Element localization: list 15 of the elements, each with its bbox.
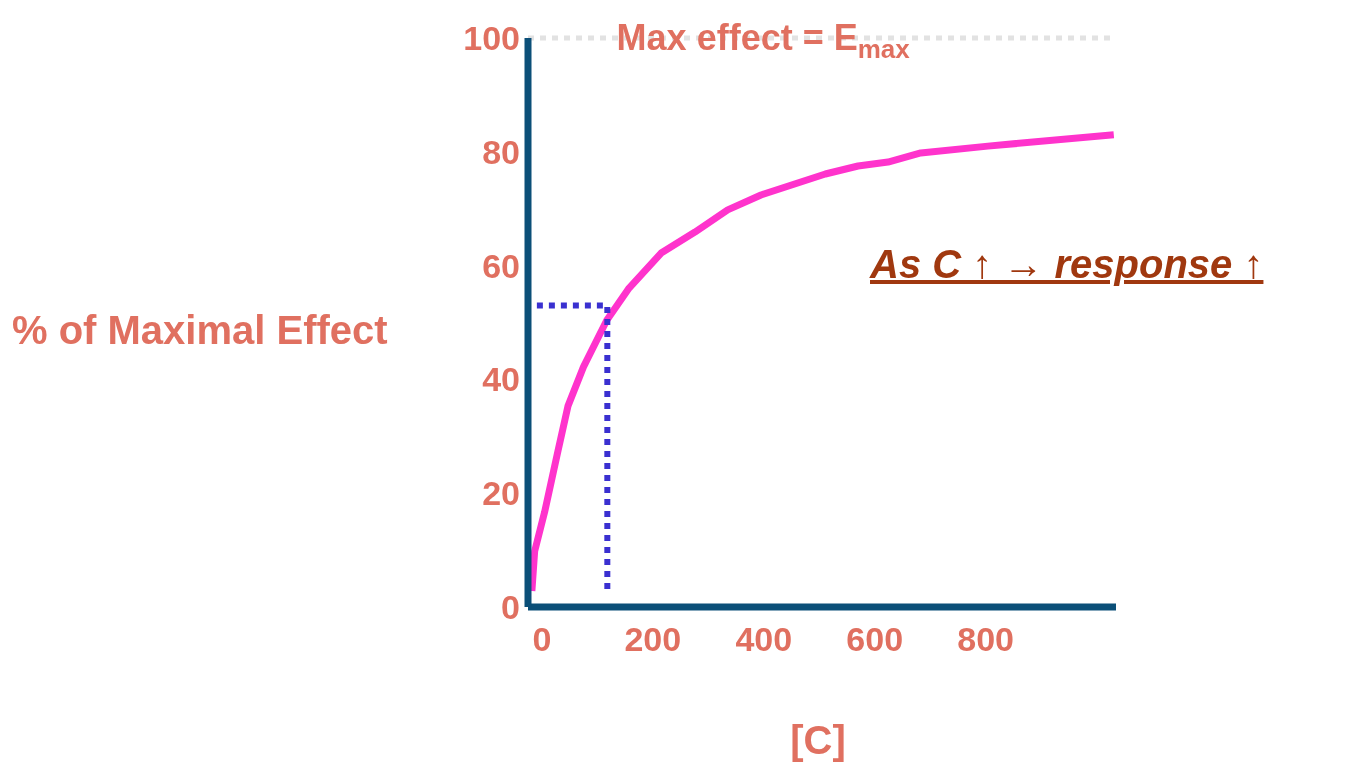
y-tick-label: 80 [482,132,520,171]
annotation: As C ↑ → response ↑ [870,242,1264,287]
y-axis-title: % of Maximal Effect [12,308,388,353]
y-tick-label: 20 [482,474,520,513]
x-tick-label: 0 [532,620,552,659]
y-tick-label: 40 [482,360,520,399]
x-tick-label: 200 [624,620,682,659]
x-axis-title: [C] [789,718,847,763]
y-tick-label: 100 [463,19,520,58]
x-tick-label: 400 [735,620,793,659]
x-tick-label: 600 [846,620,904,659]
y-tick-label: 60 [482,246,520,285]
y-tick-label: 0 [501,588,520,627]
x-tick-label: 800 [957,620,1015,659]
ref-line-label: Max effect = E$_{max}$ [616,17,911,64]
